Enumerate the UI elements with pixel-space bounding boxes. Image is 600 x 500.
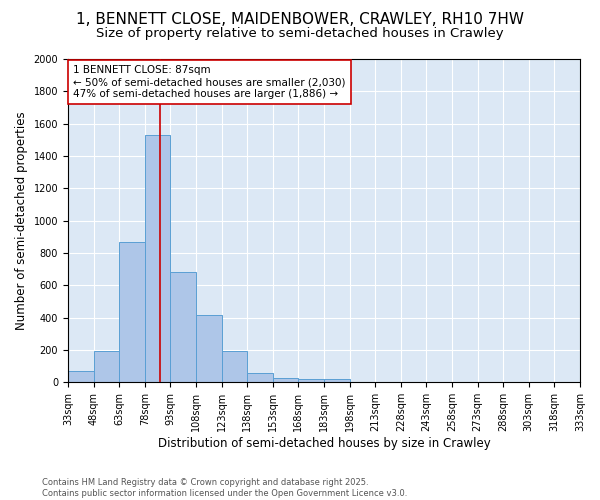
Bar — [324, 379, 350, 382]
Bar — [119, 242, 145, 382]
Bar — [145, 135, 170, 382]
Bar — [170, 272, 196, 382]
Bar — [273, 378, 298, 382]
Bar — [196, 316, 221, 382]
Bar — [221, 351, 247, 382]
Text: 1, BENNETT CLOSE, MAIDENBOWER, CRAWLEY, RH10 7HW: 1, BENNETT CLOSE, MAIDENBOWER, CRAWLEY, … — [76, 12, 524, 28]
Bar — [247, 374, 273, 382]
Text: Contains HM Land Registry data © Crown copyright and database right 2025.
Contai: Contains HM Land Registry data © Crown c… — [42, 478, 407, 498]
Bar — [68, 371, 94, 382]
X-axis label: Distribution of semi-detached houses by size in Crawley: Distribution of semi-detached houses by … — [158, 437, 490, 450]
Bar — [94, 351, 119, 382]
Text: Size of property relative to semi-detached houses in Crawley: Size of property relative to semi-detach… — [96, 28, 504, 40]
Y-axis label: Number of semi-detached properties: Number of semi-detached properties — [15, 112, 28, 330]
Text: 1 BENNETT CLOSE: 87sqm
← 50% of semi-detached houses are smaller (2,030)
47% of : 1 BENNETT CLOSE: 87sqm ← 50% of semi-det… — [73, 66, 346, 98]
Bar — [298, 379, 324, 382]
